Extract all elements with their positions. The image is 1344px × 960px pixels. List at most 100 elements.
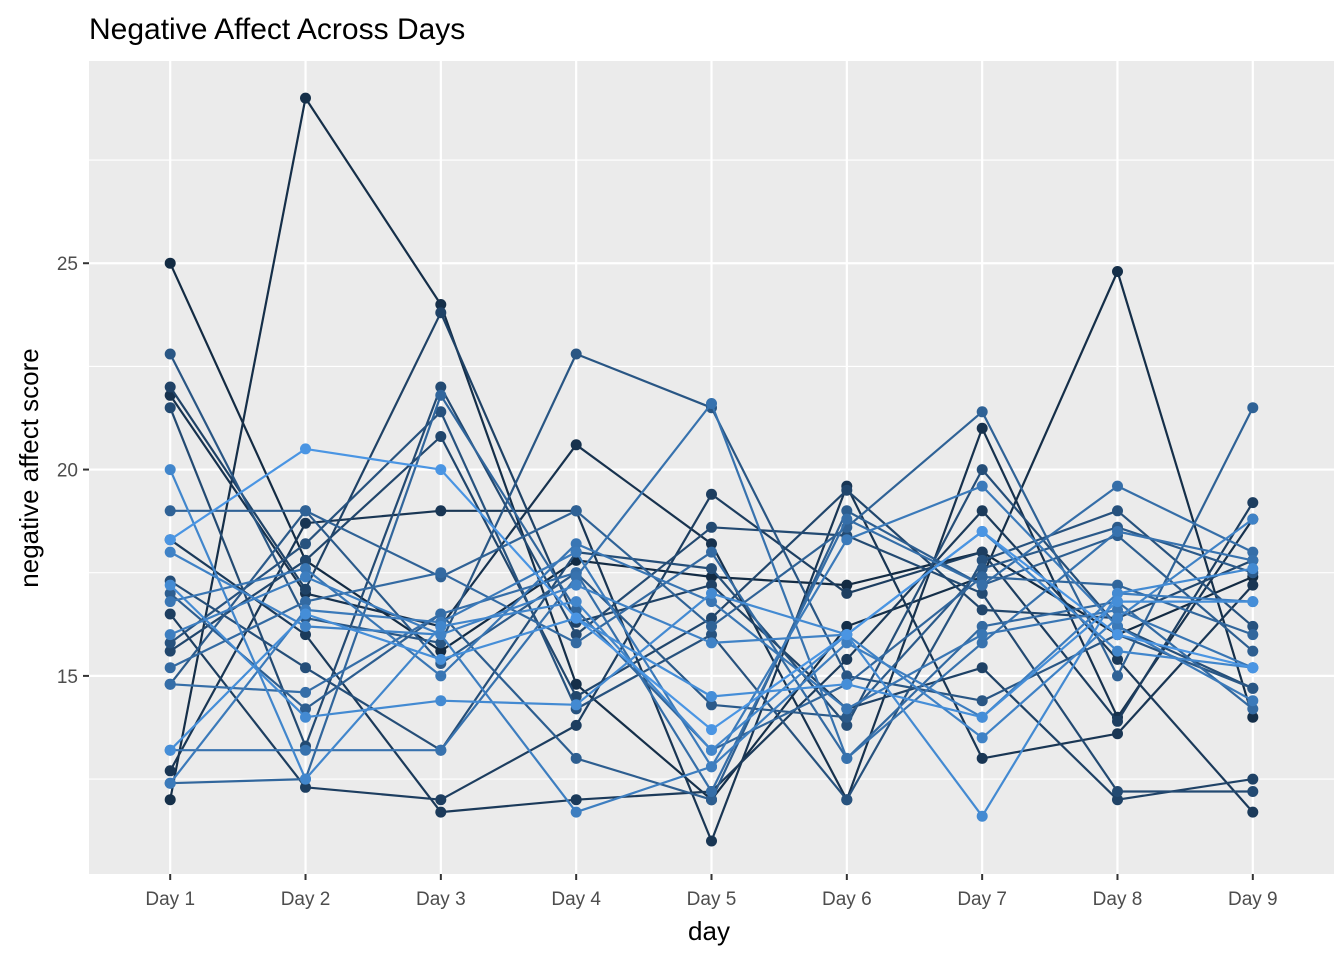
x-axis-title: day: [688, 916, 730, 946]
data-point: [300, 554, 311, 566]
data-point: [706, 563, 717, 575]
data-point: [570, 546, 582, 558]
data-point: [976, 732, 988, 744]
data-point: [164, 765, 176, 777]
data-point: [1112, 266, 1123, 277]
data-point: [841, 752, 853, 764]
data-point: [164, 464, 176, 476]
x-tick-label: Day 9: [1228, 889, 1278, 910]
data-point: [706, 398, 717, 409]
data-point: [1247, 620, 1259, 632]
data-point: [706, 579, 717, 591]
data-point: [1112, 620, 1123, 632]
data-point: [164, 637, 176, 649]
data-point: [1112, 645, 1123, 657]
data-point: [1112, 728, 1123, 740]
data-point: [706, 571, 717, 583]
data-point: [1247, 546, 1259, 558]
data-point: [570, 794, 582, 806]
data-point: [435, 505, 447, 517]
data-point: [164, 777, 176, 789]
data-point: [706, 794, 717, 806]
data-point: [164, 505, 176, 517]
data-point: [1112, 505, 1123, 517]
data-point: [435, 299, 447, 310]
data-point: [706, 629, 717, 641]
data-point: [164, 645, 176, 657]
data-point: [976, 752, 988, 764]
data-point: [1247, 711, 1259, 723]
data-point: [1247, 695, 1259, 707]
data-point: [841, 703, 853, 715]
data-point: [1247, 497, 1259, 509]
data-point: [164, 381, 176, 393]
data-point: [841, 794, 853, 806]
data-point: [570, 699, 582, 711]
data-point: [706, 521, 717, 533]
data-point: [435, 670, 447, 682]
data-point: [1112, 653, 1123, 665]
data-point: [706, 587, 717, 599]
data-point: [706, 744, 717, 756]
data-point: [706, 612, 717, 624]
data-point: [1247, 645, 1259, 657]
data-point: [976, 711, 988, 723]
data-point: [435, 695, 447, 707]
data-point: [435, 389, 447, 401]
data-point: [435, 794, 447, 806]
data-point: [300, 711, 311, 723]
data-point: [164, 348, 176, 360]
data-point: [706, 724, 717, 736]
data-point: [976, 464, 988, 476]
data-point: [976, 406, 988, 418]
data-point: [976, 695, 988, 707]
data-point: [435, 620, 447, 632]
data-point: [164, 257, 176, 269]
data-point: [1247, 786, 1259, 797]
data-point: [976, 620, 988, 632]
data-point: [976, 526, 988, 537]
data-point: [1112, 596, 1123, 608]
x-tick-label: Day 1: [145, 889, 195, 910]
x-axis: Day 1 Day 2 Day 3 Day 4 Day 5 Day 6 Day 7 Day 8…: [145, 874, 1278, 910]
data-point: [706, 637, 717, 649]
x-tick-label: Day 5: [687, 889, 737, 910]
data-point: [435, 744, 447, 756]
data-point: [435, 653, 447, 665]
data-point: [1112, 786, 1123, 797]
data-point: [570, 719, 582, 731]
data-point: [1247, 402, 1259, 414]
data-point: [976, 662, 988, 674]
data-point: [706, 546, 717, 558]
data-point: [300, 571, 311, 583]
series-6: [164, 488, 1259, 806]
data-point: [1247, 682, 1259, 694]
data-point: [841, 637, 853, 649]
data-point: [1247, 773, 1259, 785]
data-point: [706, 835, 717, 847]
data-point: [435, 806, 447, 818]
data-point: [300, 703, 311, 715]
data-point: [841, 484, 853, 496]
data-point: [706, 761, 717, 773]
data-point: [300, 517, 311, 529]
data-point: [570, 505, 582, 517]
data-point: [164, 629, 176, 641]
x-tick-label: Day 2: [281, 889, 331, 910]
data-point: [976, 629, 988, 641]
data-point: [976, 480, 988, 492]
data-point: [976, 810, 988, 822]
data-point: [706, 538, 717, 550]
data-point: [435, 381, 447, 393]
data-point: [300, 608, 311, 620]
x-tick-label: Day 8: [1093, 889, 1143, 910]
data-point: [300, 662, 311, 674]
data-point: [164, 587, 176, 599]
x-tick-label: Day 3: [416, 889, 466, 910]
data-point: [841, 670, 853, 682]
data-point: [435, 637, 447, 649]
data-point: [570, 579, 582, 591]
data-point: [164, 534, 176, 546]
data-point: [976, 546, 988, 558]
